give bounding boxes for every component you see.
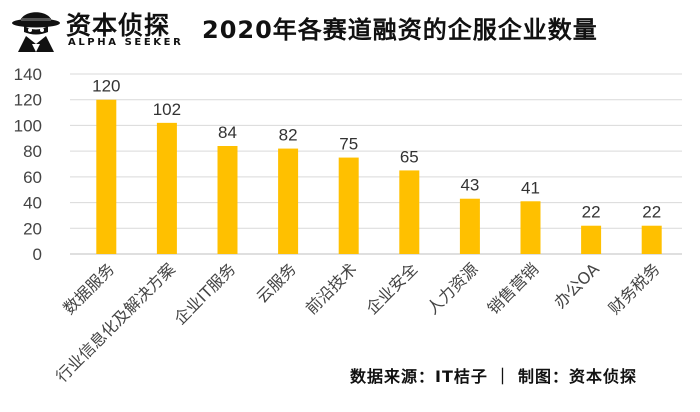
data-label: 41	[521, 178, 540, 197]
x-tick-label: 办公OA	[550, 259, 603, 312]
data-label: 22	[642, 203, 661, 222]
y-tick-label: 0	[33, 245, 42, 264]
x-tick-label: 数据服务	[59, 259, 118, 318]
bar	[217, 146, 238, 254]
chart-title: 2020年各赛道融资的企服企业数量	[202, 16, 598, 44]
x-tick-label: 企业IT服务	[170, 259, 239, 328]
x-tick-label: 行业信息化及解决方案	[52, 259, 179, 386]
x-tick-label: 云服务	[253, 259, 300, 306]
data-label: 43	[460, 176, 479, 195]
bar	[96, 99, 117, 254]
y-tick-label: 120	[14, 91, 42, 110]
bar	[581, 225, 602, 254]
data-label: 22	[582, 203, 601, 222]
bars	[96, 99, 662, 254]
data-label: 120	[92, 77, 120, 96]
bar	[338, 157, 359, 254]
x-tick-label: 企业安全	[362, 259, 421, 318]
data-label: 102	[153, 100, 181, 119]
bar	[459, 198, 480, 254]
bar	[641, 225, 662, 254]
source-note: 数据来源：IT桔子 ｜ 制图：资本侦探	[350, 367, 638, 386]
brand-name: 资本侦探	[66, 11, 171, 40]
y-axis-ticks: 0 20 40 60 80 100 120 140	[14, 65, 42, 264]
header: 资本侦探 ALPHA SEEKER 2020年各赛道融资的企服企业数量	[0, 0, 700, 56]
bar	[520, 201, 541, 254]
y-tick-label: 40	[23, 194, 42, 213]
y-tick-label: 80	[23, 142, 42, 161]
x-tick-label: 前沿技术	[302, 259, 361, 318]
y-tick-label: 60	[23, 168, 42, 187]
y-tick-label: 140	[14, 65, 42, 84]
x-tick-label: 销售营销	[484, 259, 543, 318]
brand-subtitle: ALPHA SEEKER	[68, 37, 184, 48]
detective-hat-icon	[10, 6, 62, 52]
data-label: 75	[339, 135, 358, 154]
y-tick-label: 20	[23, 219, 42, 238]
data-label: 82	[279, 126, 298, 145]
x-tick-label: 人力资源	[423, 259, 482, 318]
x-tick-label: 财务税务	[605, 259, 664, 318]
bar	[278, 148, 299, 254]
brand-logo	[10, 6, 62, 52]
y-tick-label: 100	[14, 116, 42, 135]
data-label: 84	[218, 123, 237, 142]
data-label: 65	[400, 147, 419, 166]
bar	[156, 122, 177, 254]
data-labels: 120 102 84 82 75 65 43 41 22 22	[92, 77, 661, 222]
bar	[399, 170, 420, 254]
